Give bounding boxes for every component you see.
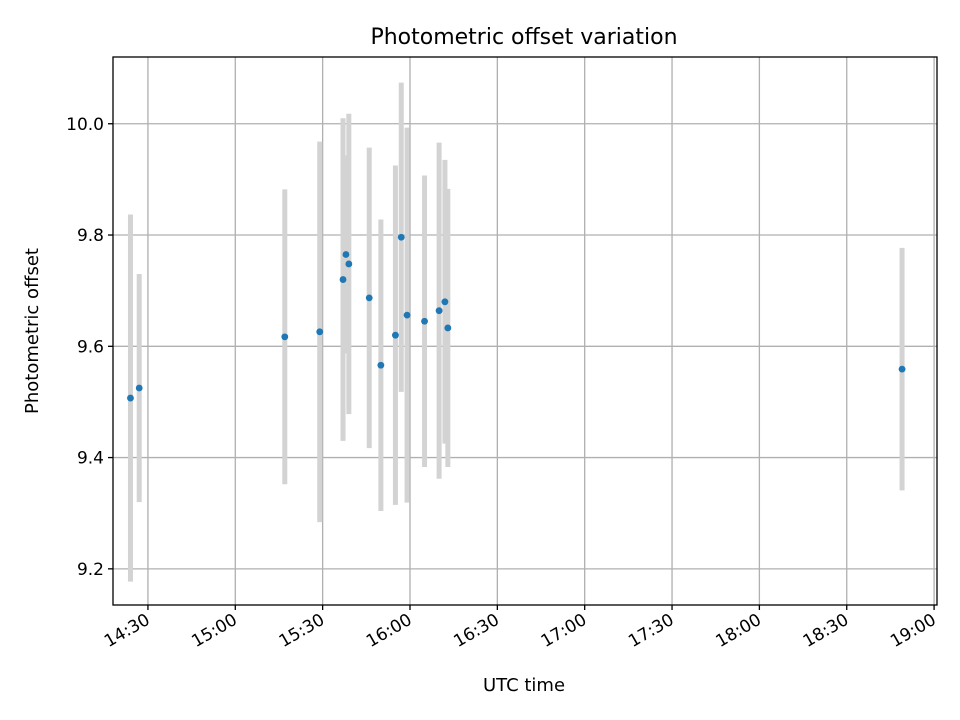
x-tick-label: 15:00: [188, 610, 240, 652]
axes-frame: [112, 56, 938, 606]
data-point: [316, 328, 324, 336]
x-tick-label: 18:00: [712, 610, 764, 652]
y-tick-label: 9.4: [77, 449, 104, 469]
data-point: [392, 331, 399, 339]
data-point: [435, 307, 443, 315]
y-tick-label: 9.8: [77, 226, 104, 246]
y-tick-label: 9.2: [77, 560, 104, 580]
data-point: [339, 276, 347, 283]
chart-title: Photometric offset variation: [370, 25, 677, 50]
data-points: [127, 233, 906, 402]
x-tick-label: 16:00: [363, 610, 415, 652]
plot-frame: [112, 56, 938, 606]
data-point: [377, 361, 385, 369]
x-axis-label: UTC time: [483, 675, 565, 696]
y-axis-label: Photometric offset: [22, 248, 43, 414]
x-tick-label: 14:30: [101, 610, 153, 652]
data-point: [421, 317, 428, 325]
x-tick-label: 15:30: [276, 610, 328, 652]
x-tick-label: 19:00: [887, 610, 939, 652]
data-point: [342, 251, 350, 258]
data-point: [898, 365, 906, 373]
x-axis-ticks: 14:30 15:00 15:30 16:00 16:30 17:00 17:30 18:00…: [101, 605, 940, 652]
y-axis-ticks: 9.2 9.4 9.6 9.8 10.0: [66, 115, 113, 580]
x-tick-label: 16:30: [450, 610, 502, 652]
data-point: [135, 384, 143, 392]
error-bars: [127, 82, 905, 582]
data-point: [345, 260, 353, 268]
data-point: [127, 394, 134, 402]
data-point: [397, 233, 405, 241]
x-tick-label: 17:00: [538, 610, 590, 652]
data-point: [281, 333, 289, 341]
plot-grid: [113, 57, 937, 605]
data-point: [403, 311, 411, 319]
y-tick-label: 10.0: [66, 115, 104, 135]
data-point: [441, 298, 449, 306]
data-point: [365, 294, 373, 302]
y-tick-label: 9.6: [77, 337, 104, 357]
x-tick-label: 17:30: [625, 610, 677, 652]
x-tick-label: 18:30: [800, 610, 852, 652]
data-point: [444, 324, 452, 332]
